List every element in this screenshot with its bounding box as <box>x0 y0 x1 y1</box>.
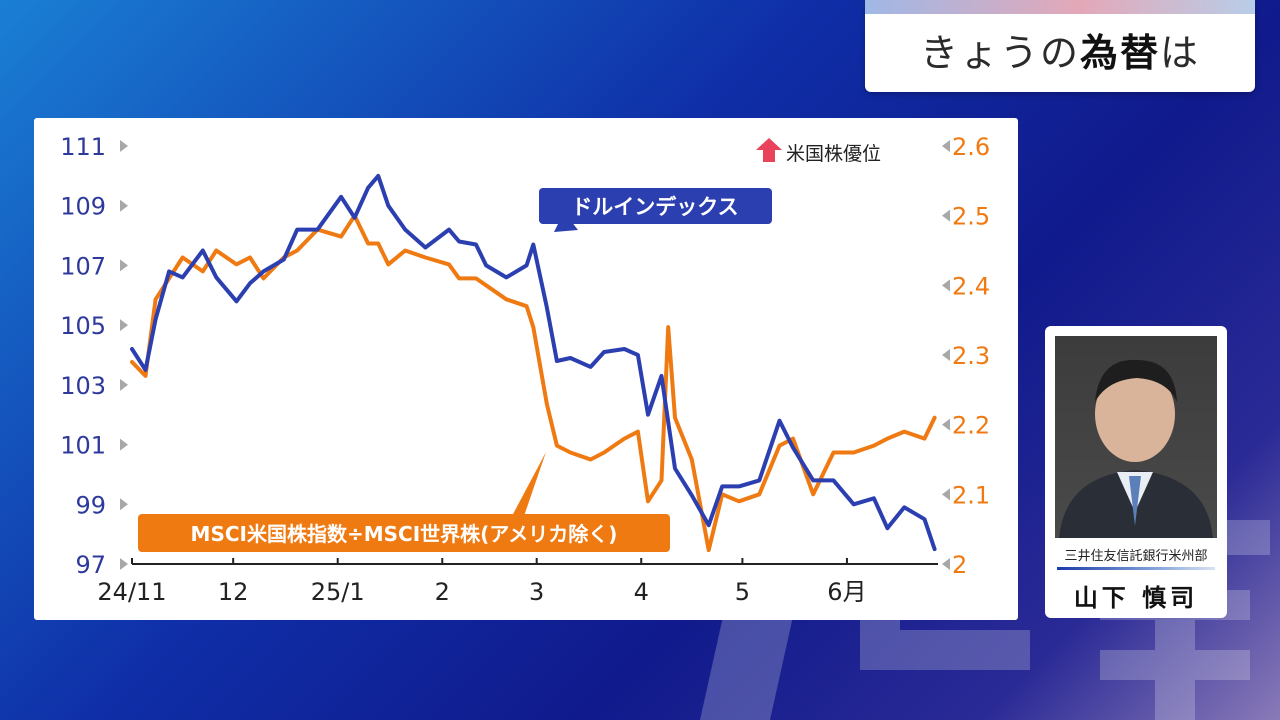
right-tick-label: 2.2 <box>952 412 990 440</box>
msci-ratio-series-line <box>130 213 937 553</box>
commentator-card: 三井住友信託銀行米州部 山下 慎司 <box>1045 326 1227 618</box>
x-axis: 24/11 12 25/1 2 3 4 5 6月 <box>97 558 867 606</box>
right-tick-label: 2.5 <box>952 203 990 231</box>
commentator-organization: 三井住友信託銀行米州部 <box>1064 549 1208 564</box>
left-tick-label: 105 <box>60 312 106 340</box>
organization-underline <box>1057 567 1215 570</box>
msci-label: MSCI米国株指数÷MSCI世界株(アメリカ除く) <box>191 522 618 546</box>
x-tick-label: 2 <box>435 578 450 606</box>
page-title: きょうの為替は <box>865 22 1255 77</box>
title-part-2: は <box>1160 31 1201 75</box>
x-tick-label: 12 <box>218 578 249 606</box>
right-tick-marker <box>942 418 950 431</box>
dollar-index-label-box <box>539 188 772 224</box>
header-accent-stripe <box>865 0 1255 14</box>
x-tick-label: 4 <box>634 578 649 606</box>
right-tick-marker <box>942 209 950 222</box>
dollar-index-series-line <box>130 173 937 552</box>
left-tick-label: 99 <box>75 491 106 519</box>
left-tick-marker <box>120 498 128 511</box>
annotation-label: 米国株優位 <box>786 143 881 165</box>
left-tick-marker <box>120 319 128 332</box>
msci-label-box <box>138 514 670 552</box>
chart-panel: 111 109 107 105 103 101 99 97 2.6 2.5 2.4 2.3 2.2 2.… <box>34 118 1018 620</box>
x-tick-label: 24/11 <box>97 578 166 606</box>
commentator-photo <box>1055 336 1217 538</box>
title-part-1: きょうの <box>919 31 1080 75</box>
left-tick-marker <box>120 438 128 451</box>
right-tick-marker <box>942 279 950 292</box>
right-tick-label: 2.3 <box>952 342 990 370</box>
left-tick-label: 103 <box>60 372 106 400</box>
left-axis: 111 109 107 105 103 101 99 97 <box>60 133 128 579</box>
left-tick-marker <box>120 140 128 152</box>
right-tick-marker <box>942 558 950 570</box>
x-tick-label: 3 <box>529 578 544 606</box>
header-box: きょうの為替は <box>865 0 1255 92</box>
right-tick-marker <box>942 488 950 501</box>
series-lines <box>130 173 937 553</box>
left-tick-label: 111 <box>60 133 106 161</box>
msci-callout-pointer <box>512 452 546 516</box>
left-tick-marker <box>120 199 128 212</box>
left-tick-marker <box>120 558 128 570</box>
right-tick-label: 2.1 <box>952 481 990 509</box>
left-tick-label: 107 <box>60 252 106 280</box>
left-tick-label: 109 <box>60 193 106 221</box>
commentator-name: 山下 慎司 <box>1073 584 1199 612</box>
left-tick-marker <box>120 378 128 391</box>
left-tick-marker <box>120 259 128 272</box>
dollar-index-label: ドルインデックス <box>571 195 738 219</box>
x-tick-label: 6月 <box>827 578 866 606</box>
up-arrow-icon <box>756 138 782 162</box>
right-tick-marker <box>942 349 950 361</box>
x-tick-label: 25/1 <box>311 578 365 606</box>
left-tick-label: 97 <box>75 551 106 579</box>
right-axis: 2.6 2.5 2.4 2.3 2.2 2.1 2 <box>942 133 990 579</box>
right-tick-label: 2.4 <box>952 272 990 300</box>
right-tick-label: 2 <box>952 551 967 579</box>
title-bold: 為替 <box>1079 31 1160 75</box>
left-tick-label: 101 <box>60 432 106 460</box>
right-tick-label: 2.6 <box>952 133 990 161</box>
person-silhouette-icon <box>1059 359 1213 538</box>
x-tick-label: 5 <box>735 578 750 606</box>
right-tick-marker <box>942 140 950 152</box>
